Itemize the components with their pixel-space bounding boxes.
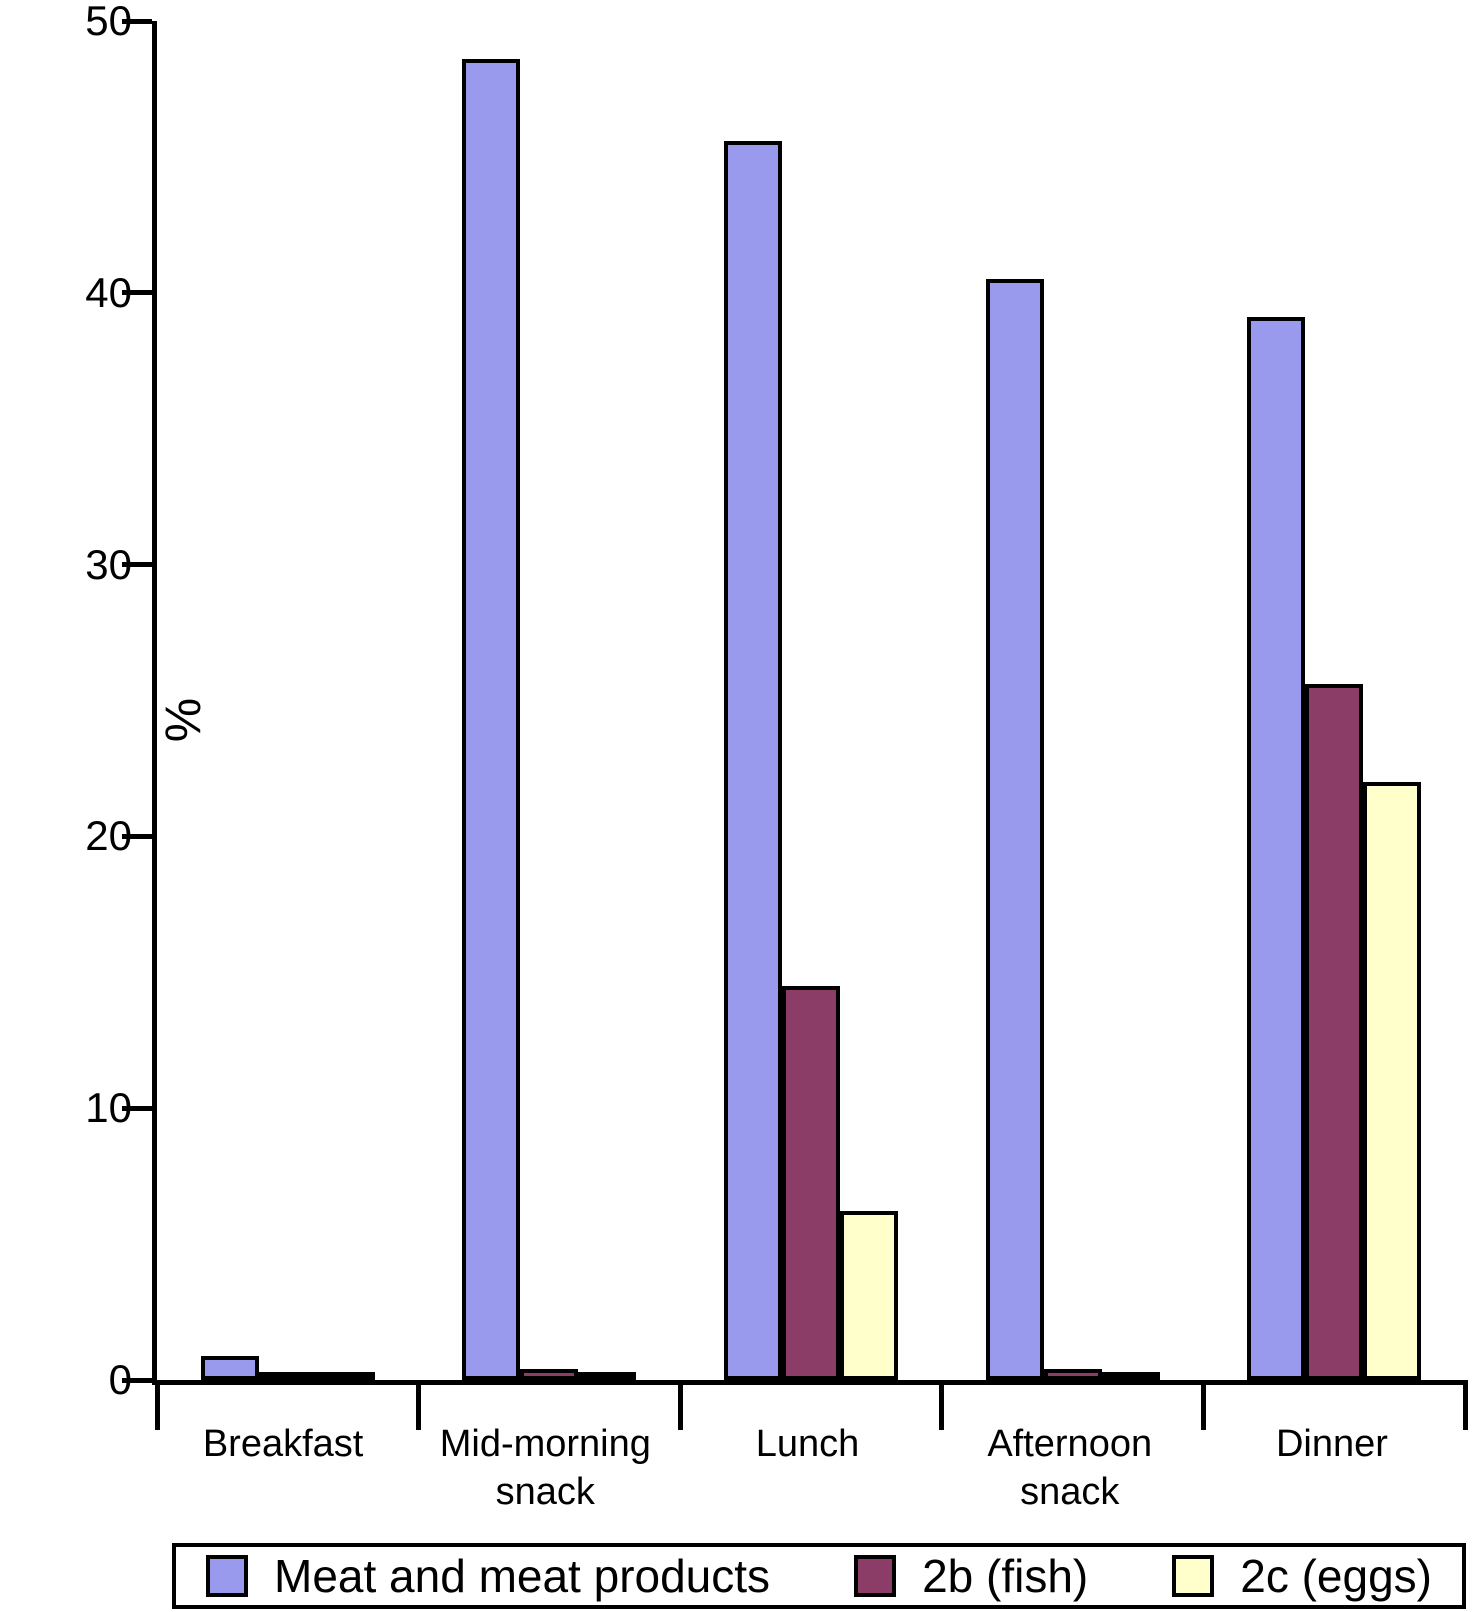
bar bbox=[723, 140, 782, 1380]
legend-label: Meat and meat products bbox=[274, 1550, 771, 1602]
x-tick-mark bbox=[1200, 1380, 1206, 1430]
legend-label: 2c (eggs) bbox=[1240, 1550, 1432, 1602]
x-axis-category-labels: Breakfast Mid-morning snack Lunch Afternoon… bbox=[152, 1420, 1463, 1516]
x-tick-mark bbox=[154, 1380, 160, 1430]
x-tick-mark bbox=[416, 1380, 422, 1430]
bar bbox=[258, 1372, 317, 1380]
bar-group bbox=[419, 21, 681, 1380]
x-tick-mark bbox=[1462, 1380, 1468, 1430]
bar bbox=[1101, 1372, 1160, 1380]
y-tick-mark bbox=[122, 562, 152, 568]
x-tick-mark bbox=[939, 1380, 945, 1430]
bar bbox=[1363, 782, 1422, 1380]
plot-area: % 0 10 20 30 40 50 bbox=[85, 0, 1468, 1430]
legend-label: 2b (fish) bbox=[922, 1550, 1089, 1602]
bar bbox=[839, 1211, 898, 1380]
y-tick-label: 0 bbox=[108, 1356, 132, 1403]
y-tick-mark bbox=[122, 1377, 152, 1383]
y-tick-label: 50 bbox=[85, 0, 132, 44]
legend-swatch-icon bbox=[1172, 1555, 1215, 1597]
legend-swatch-icon bbox=[206, 1555, 248, 1597]
legend-item: Meat and meat products bbox=[206, 1551, 770, 1601]
x-category-label: Breakfast bbox=[202, 1423, 364, 1465]
x-tick-mark bbox=[677, 1380, 683, 1430]
bar bbox=[200, 1355, 259, 1380]
bar bbox=[781, 985, 840, 1380]
bar bbox=[578, 1372, 637, 1380]
y-tick-mark bbox=[122, 290, 152, 296]
bars-container bbox=[157, 21, 1465, 1380]
y-tick-label: 10 bbox=[85, 1084, 132, 1132]
legend-swatch-icon bbox=[854, 1555, 897, 1597]
x-category-label: Dinner bbox=[1275, 1423, 1388, 1465]
y-tick-mark bbox=[122, 18, 152, 24]
y-tick-label: 40 bbox=[85, 268, 132, 316]
x-category-label: Mid-morning snack bbox=[439, 1423, 651, 1513]
bar bbox=[1247, 317, 1306, 1380]
bar-group bbox=[942, 21, 1204, 1380]
legend-item: 2c (eggs) bbox=[1172, 1551, 1432, 1601]
bar bbox=[462, 59, 521, 1380]
y-tick-label: 20 bbox=[85, 812, 132, 860]
legend: Meat and meat products 2b (fish) 2c (eggs) bbox=[172, 1543, 1466, 1609]
bar-group bbox=[157, 21, 419, 1380]
bar bbox=[1043, 1369, 1102, 1380]
legend-item: 2b (fish) bbox=[854, 1551, 1088, 1601]
y-tick-label: 30 bbox=[85, 540, 132, 588]
y-tick-mark bbox=[122, 1105, 152, 1111]
x-category-label: Lunch bbox=[755, 1423, 860, 1465]
bar-group bbox=[1203, 21, 1465, 1380]
y-tick-mark bbox=[122, 833, 152, 839]
bar bbox=[520, 1369, 579, 1380]
bar bbox=[316, 1371, 375, 1380]
bar bbox=[1305, 684, 1364, 1380]
x-category-label: Afternoon snack bbox=[987, 1423, 1153, 1513]
bar bbox=[985, 279, 1044, 1380]
bar-group bbox=[680, 21, 942, 1380]
